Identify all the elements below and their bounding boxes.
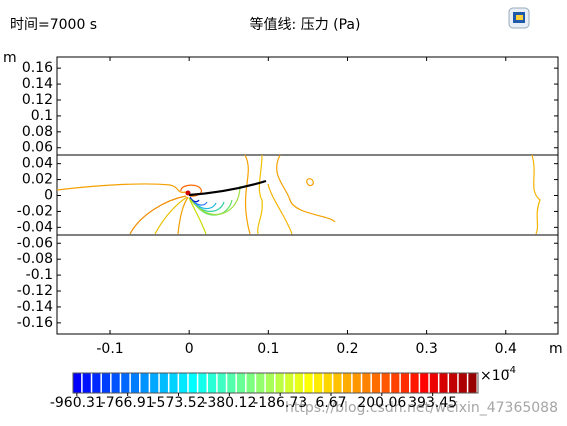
colorbar-tick-label: -960.31 <box>50 395 104 411</box>
colorbar-segment <box>371 373 381 393</box>
time-label: 时间=7000 s <box>10 17 97 33</box>
y-tick-label: 0.08 <box>22 124 53 140</box>
colorbar-segment <box>236 373 246 393</box>
colorbar-segment <box>362 373 371 393</box>
colorbar-segment <box>304 373 313 393</box>
watermark: https://blog.csdn.net/weixin_47365088 <box>285 400 558 416</box>
colorbar-segment <box>391 373 400 393</box>
colorbar-segment <box>468 373 477 393</box>
colorbar-segment <box>265 373 274 393</box>
y-tick-label: 0.14 <box>22 76 53 92</box>
colorbar-segment <box>400 373 409 393</box>
colorbar-frame <box>72 372 479 394</box>
colorbar-exponent-power: -4 <box>506 365 516 376</box>
colorbar-segment <box>352 373 361 393</box>
colorbar-tick-label: -380.12 <box>202 395 256 411</box>
x-tick-label: 0.2 <box>336 341 358 357</box>
colorbar-segment <box>150 373 159 393</box>
plot-frame <box>56 56 559 335</box>
x-unit: m <box>549 341 563 357</box>
colorbar-tick-label: -573.52 <box>151 395 205 411</box>
colorbar-segment <box>92 373 101 393</box>
colorbar-segment <box>208 373 217 393</box>
colorbar-segment <box>381 373 390 393</box>
chart-title: 等值线: 压力 (Pa) <box>250 16 361 33</box>
colorbar-tick-label: 6.67 <box>315 395 346 411</box>
colorbar-segment <box>256 373 265 393</box>
colorbar-segment <box>246 373 255 393</box>
colorbar-segment <box>188 373 197 393</box>
colorbar-segment <box>323 373 332 393</box>
colorbar-tick-label: -186.73 <box>253 395 307 411</box>
colorbar-segment <box>429 373 438 393</box>
y-tick-label: 0.16 <box>22 60 53 76</box>
y-tick-label: -0.14 <box>17 299 53 315</box>
y-tick-label: -0.02 <box>17 203 53 219</box>
colorbar-segment <box>420 373 429 393</box>
colorbar-segment <box>121 373 130 393</box>
colorbar-tick-label: 200.06 <box>357 395 406 411</box>
x-tick-label: 0.4 <box>495 341 517 357</box>
app-icon <box>508 7 530 29</box>
colorbar-segment <box>101 373 111 393</box>
y-tick-label: -0.04 <box>17 219 53 235</box>
colorbar-segment <box>449 373 458 393</box>
y-tick-label: -0.08 <box>17 251 53 267</box>
colorbar-segment <box>294 373 303 393</box>
y-tick-label: 0.06 <box>22 140 53 156</box>
colorbar-segment <box>111 373 120 393</box>
colorbar-segment <box>285 373 294 393</box>
colorbar-segment <box>169 373 178 393</box>
x-tick-label: 0.3 <box>415 341 437 357</box>
x-tick-label: -0.1 <box>96 341 123 357</box>
y-tick-label: 0.02 <box>22 172 53 188</box>
colorbar-segment <box>179 373 188 393</box>
colorbar-segment <box>217 373 226 393</box>
contours <box>56 154 541 235</box>
colorbar-segment <box>140 373 149 393</box>
x-tick-label: 0 <box>185 341 194 357</box>
y-tick-label: -0.06 <box>17 235 53 251</box>
y-tick-label: -0.16 <box>17 315 53 331</box>
colorbar-segment <box>439 373 448 393</box>
y-tick-label: -0.12 <box>17 283 53 299</box>
y-tick-label: 0 <box>44 188 53 204</box>
colorbar-segment <box>314 373 323 393</box>
colorbar-tick-label: -766.91 <box>101 395 155 411</box>
colorbar-segment <box>333 373 342 393</box>
colorbar-segment <box>275 373 284 393</box>
y-unit: m <box>3 50 17 66</box>
colorbar-segment <box>73 373 82 393</box>
colorbar-segment <box>410 373 419 393</box>
colorbar-segment <box>458 373 467 393</box>
y-tick-label: 0.12 <box>22 92 53 108</box>
colorbar-segment <box>159 373 168 393</box>
flag <box>188 179 267 197</box>
colorbar-segment <box>82 373 91 393</box>
colorbar-tick-label: 393.45 <box>408 395 457 411</box>
y-tick-label: 0.04 <box>22 156 53 172</box>
colorbar-segment <box>198 373 207 393</box>
x-tick-label: 0.1 <box>257 341 279 357</box>
colorbar-segment <box>343 373 352 393</box>
colorbar-segment <box>227 373 236 393</box>
colorbar-segment <box>130 373 139 393</box>
y-tick-label: -0.1 <box>26 267 53 283</box>
y-tick-label: 0.1 <box>31 108 53 124</box>
colorbar-exponent: ×10 <box>480 368 510 384</box>
